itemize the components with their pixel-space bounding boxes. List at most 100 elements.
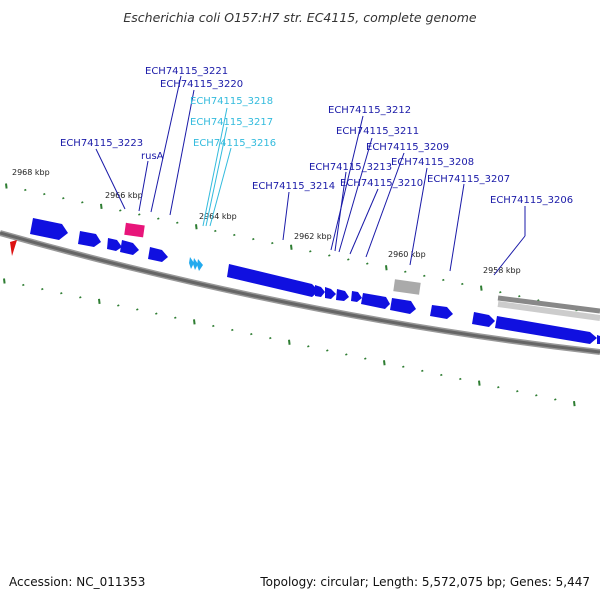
minor-tick <box>535 394 538 397</box>
gene-feature <box>361 293 390 309</box>
minor-tick <box>81 201 84 204</box>
minor-tick <box>440 373 443 377</box>
gene-feature <box>30 218 68 240</box>
minor-tick <box>252 238 255 241</box>
gene-labels: ECH74115_3221 ECH74115_3220 ECH74115_321… <box>60 66 573 206</box>
minor-tick <box>364 357 367 360</box>
minor-tick <box>461 282 464 286</box>
gene-label: ECH74115_3221 <box>145 66 228 77</box>
genome-title: Escherichia coli O157:H7 str. EC4115, co… <box>123 10 477 25</box>
gene-feature <box>336 289 349 301</box>
major-tick <box>195 224 198 230</box>
genome-backbone <box>0 230 600 355</box>
minor-tick <box>214 229 217 233</box>
minor-tick <box>459 377 462 381</box>
gene-label: ECH74115_3214 <box>252 181 335 192</box>
minor-tick <box>212 324 215 328</box>
gene-feature <box>148 247 168 262</box>
minor-tick <box>62 197 65 200</box>
gene-label: rusA <box>141 151 164 162</box>
gene-feature <box>430 305 453 319</box>
minor-tick <box>499 291 502 294</box>
minor-tick <box>402 365 405 368</box>
major-tick <box>193 319 196 325</box>
major-tick <box>288 339 291 345</box>
kbp-label: 2968 kbp <box>12 168 50 177</box>
minor-tick <box>497 386 500 389</box>
gene-label: ECH74115_3217 <box>190 117 273 128</box>
gene-label: ECH74115_3220 <box>160 79 243 90</box>
minor-tick <box>347 258 350 261</box>
gene-feature <box>597 335 600 344</box>
lower-tick-row <box>3 278 576 407</box>
major-tick <box>573 400 576 407</box>
minor-tick <box>271 242 274 245</box>
minor-tick <box>307 345 310 348</box>
minor-tick <box>119 209 122 212</box>
gene-feature <box>351 291 362 302</box>
minor-tick <box>250 333 253 336</box>
gene-label: ECH74115_3218 <box>190 96 273 107</box>
minor-tick <box>269 337 272 340</box>
minor-tick <box>136 308 139 311</box>
kbp-label: 2958 kbp <box>483 266 521 275</box>
minor-tick <box>326 349 329 352</box>
minor-tick <box>24 188 27 192</box>
minor-tick <box>345 353 348 356</box>
minor-tick <box>22 283 25 287</box>
gene-label: ECH74115_3216 <box>193 138 276 149</box>
origin-marker <box>10 240 17 256</box>
gene-feature <box>315 285 325 297</box>
minor-tick <box>518 295 521 298</box>
gene-feature <box>227 264 319 297</box>
gene-label: ECH74115_3212 <box>328 105 411 116</box>
minor-tick <box>309 250 312 253</box>
kbp-labels: 2968 kbp 2966 kbp 2964 kbp 2962 kbp 2960… <box>12 168 521 275</box>
gene-label: ECH74115_3208 <box>391 157 474 168</box>
gene-feature <box>78 231 101 247</box>
major-tick <box>290 244 293 250</box>
major-tick <box>5 183 8 189</box>
gene-label: ECH74115_3223 <box>60 138 143 149</box>
minor-tick <box>79 296 82 299</box>
major-tick <box>480 285 483 291</box>
minor-tick <box>157 217 160 220</box>
kbp-label: 2964 kbp <box>199 212 237 221</box>
minor-tick <box>554 398 557 401</box>
major-tick <box>98 298 101 305</box>
minor-tick <box>516 390 519 393</box>
gene-label: ECH74115_3213 <box>309 162 392 173</box>
minor-tick <box>174 316 177 319</box>
kbp-label: 2962 kbp <box>294 232 332 241</box>
major-tick <box>383 360 386 366</box>
minor-tick <box>138 213 141 216</box>
minor-tick <box>404 270 407 273</box>
minor-tick <box>43 193 46 196</box>
gene-label: ECH74115_3211 <box>336 126 419 137</box>
minor-tick <box>328 254 331 257</box>
gene-label: ECH74115_3207 <box>427 174 510 185</box>
gene-feature <box>107 238 122 251</box>
major-tick <box>385 265 388 271</box>
gene-feature <box>120 240 139 255</box>
major-tick <box>3 278 6 284</box>
gene-features <box>30 218 600 344</box>
gene-feature <box>472 312 495 327</box>
major-tick <box>478 380 481 386</box>
minor-tick <box>423 274 426 277</box>
minor-tick <box>117 304 120 307</box>
gene-feature <box>124 222 145 238</box>
kbp-label: 2966 kbp <box>105 191 143 200</box>
minor-tick <box>366 262 369 265</box>
gene-feature <box>197 259 203 271</box>
summary-text: Topology: circular; Length: 5,572,075 bp… <box>259 575 590 589</box>
minor-tick <box>155 312 158 315</box>
gene-feature <box>495 316 597 344</box>
gene-label: ECH74115_3209 <box>366 142 449 153</box>
gene-feature <box>393 279 421 295</box>
minor-tick <box>231 328 234 332</box>
gene-label: ECH74115_3210 <box>340 178 423 189</box>
gene-label: ECH74115_3206 <box>490 195 573 206</box>
leader-lines <box>95 75 526 276</box>
